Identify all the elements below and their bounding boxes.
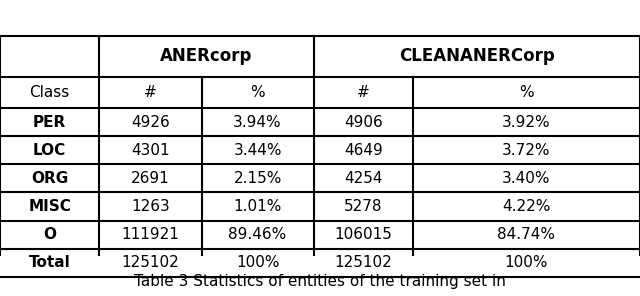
- Text: ANERcorp: ANERcorp: [160, 47, 253, 65]
- Text: 100%: 100%: [236, 255, 279, 270]
- Text: O: O: [43, 227, 56, 242]
- Text: Class: Class: [29, 85, 70, 100]
- Text: 3.72%: 3.72%: [502, 143, 550, 158]
- Text: LOC: LOC: [33, 143, 66, 158]
- Text: PER: PER: [33, 115, 66, 130]
- Text: CLEANANERCorp: CLEANANERCorp: [399, 47, 555, 65]
- Text: 3.40%: 3.40%: [502, 171, 550, 186]
- Text: 111921: 111921: [122, 227, 179, 242]
- Text: 4301: 4301: [131, 143, 170, 158]
- Text: %: %: [519, 85, 534, 100]
- Text: 84.74%: 84.74%: [497, 227, 556, 242]
- Text: %: %: [250, 85, 265, 100]
- Text: 2.15%: 2.15%: [234, 171, 282, 186]
- Text: 1263: 1263: [131, 199, 170, 214]
- Text: Table 3 Statistics of entities of the training set in: Table 3 Statistics of entities of the tr…: [134, 274, 506, 289]
- Text: ORG: ORG: [31, 171, 68, 186]
- Text: 106015: 106015: [334, 227, 392, 242]
- Text: MISC: MISC: [28, 199, 71, 214]
- Text: 4906: 4906: [344, 115, 383, 130]
- Text: 4254: 4254: [344, 171, 383, 186]
- Text: 125102: 125102: [122, 255, 179, 270]
- Text: 5278: 5278: [344, 199, 383, 214]
- Text: 3.92%: 3.92%: [502, 115, 550, 130]
- Text: 2691: 2691: [131, 171, 170, 186]
- Text: 1.01%: 1.01%: [234, 199, 282, 214]
- Text: 89.46%: 89.46%: [228, 227, 287, 242]
- Text: 4.22%: 4.22%: [502, 199, 550, 214]
- Text: 3.44%: 3.44%: [234, 143, 282, 158]
- Text: #: #: [357, 85, 369, 100]
- Text: 4649: 4649: [344, 143, 383, 158]
- Text: 100%: 100%: [505, 255, 548, 270]
- Text: Total: Total: [29, 255, 70, 270]
- Text: 4926: 4926: [131, 115, 170, 130]
- Text: #: #: [144, 85, 157, 100]
- Text: 3.94%: 3.94%: [234, 115, 282, 130]
- Text: 125102: 125102: [334, 255, 392, 270]
